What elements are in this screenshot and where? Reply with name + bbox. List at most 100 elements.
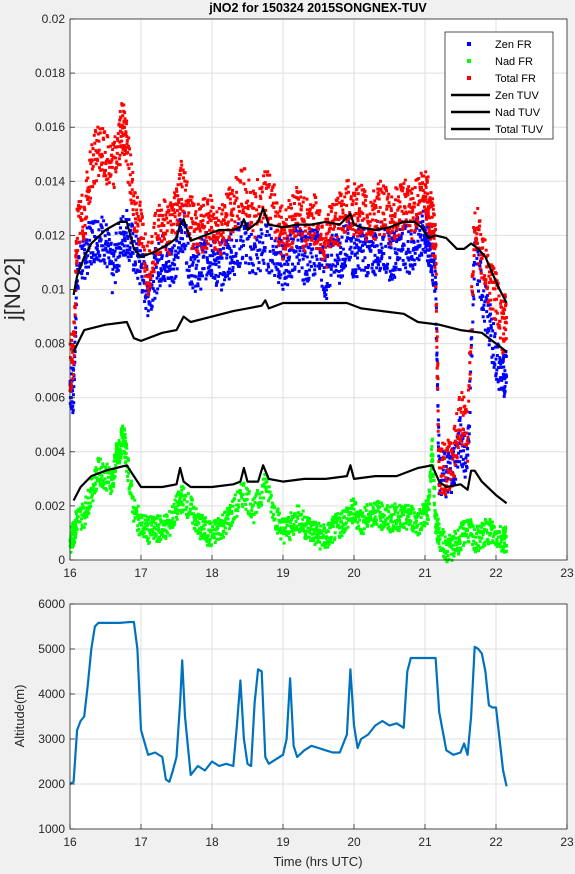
- nad-fr-point: [404, 503, 408, 507]
- nad-fr-point: [277, 513, 281, 517]
- nad-fr-point: [474, 542, 478, 546]
- nad-fr-point: [95, 468, 99, 472]
- zen-fr-point: [110, 260, 114, 264]
- nad-fr-point: [195, 521, 199, 525]
- zen-fr-point: [173, 276, 177, 280]
- zen-fr-point: [222, 251, 226, 255]
- total-fr-point: [81, 232, 85, 236]
- total-fr-point: [206, 242, 210, 246]
- nad-fr-point: [74, 534, 78, 538]
- nad-fr-point: [338, 516, 342, 520]
- nad-fr-point: [86, 496, 90, 500]
- nad-fr-point: [70, 537, 74, 541]
- total-fr-point: [143, 274, 147, 278]
- total-fr-point: [228, 197, 232, 201]
- nad-fr-point: [445, 543, 449, 547]
- zen-fr-point: [383, 228, 387, 232]
- nad-fr-point: [351, 512, 355, 516]
- zen-fr-point: [90, 230, 94, 234]
- zen-fr-point: [71, 393, 75, 397]
- nad-fr-point: [300, 512, 304, 516]
- total-fr-point: [445, 447, 449, 451]
- nad-fr-point: [91, 488, 95, 492]
- zen-fr-point: [391, 239, 395, 243]
- nad-fr-point: [376, 509, 380, 513]
- total-fr-point: [125, 139, 129, 143]
- nad-fr-point: [235, 503, 239, 507]
- zen-fr-point: [101, 248, 105, 252]
- total-fr-point: [94, 130, 98, 134]
- total-fr-point: [351, 199, 355, 203]
- total-fr-point: [304, 229, 308, 233]
- zen-fr-point: [401, 247, 405, 251]
- zen-fr-point: [457, 431, 461, 435]
- zen-fr-point: [430, 265, 434, 269]
- nad-fr-point: [224, 532, 228, 536]
- total-fr-point: [410, 237, 414, 241]
- nad-fr-point: [106, 475, 110, 479]
- total-fr-point: [182, 210, 186, 214]
- zen-fr-point: [251, 270, 255, 274]
- zen-fr-point: [140, 263, 144, 267]
- total-fr-point: [198, 229, 202, 233]
- total-fr-point: [462, 395, 466, 399]
- total-fr-point: [108, 165, 112, 169]
- total-fr-point: [407, 210, 411, 214]
- total-fr-point: [223, 205, 227, 209]
- total-fr-point: [289, 206, 293, 210]
- zen-fr-point: [77, 256, 81, 260]
- zen-fr-point: [277, 281, 281, 285]
- nad-fr-point: [118, 452, 122, 456]
- zen-fr-point: [130, 222, 134, 226]
- nad-fr-point: [131, 495, 135, 499]
- nad-fr-point: [240, 502, 244, 506]
- nad-fr-point: [120, 452, 124, 456]
- zen-fr-point: [131, 251, 135, 255]
- nad-fr-point: [193, 527, 197, 531]
- nad-fr-point: [198, 517, 202, 521]
- nad-fr-point: [335, 518, 339, 522]
- total-fr-point: [497, 324, 501, 328]
- zen-fr-point: [239, 235, 243, 239]
- zen-fr-point: [203, 239, 207, 243]
- zen-fr-point: [187, 275, 191, 279]
- total-fr-point: [241, 208, 245, 212]
- total-fr-point: [81, 225, 85, 229]
- total-fr-point: [104, 174, 108, 178]
- zen-fr-point: [279, 273, 283, 277]
- total-fr-point: [209, 225, 213, 229]
- nad-fr-point: [437, 542, 441, 546]
- zen-fr-point: [318, 266, 322, 270]
- zen-fr-point: [423, 228, 427, 232]
- zen-fr-point: [182, 244, 186, 248]
- total-fr-point: [131, 177, 135, 181]
- total-fr-point: [483, 238, 487, 242]
- total-fr-point: [348, 211, 352, 215]
- total-fr-point: [401, 186, 405, 190]
- zen-fr-point: [249, 232, 253, 236]
- nad-fr-point: [251, 498, 255, 502]
- nad-fr-point: [143, 522, 147, 526]
- total-fr-point: [84, 231, 88, 235]
- total-fr-point: [107, 159, 111, 163]
- nad-fr-point: [349, 511, 353, 515]
- nad-fr-point: [374, 518, 378, 522]
- total-fr-point: [407, 185, 411, 189]
- total-fr-point: [157, 224, 161, 228]
- total-fr-point: [114, 170, 118, 174]
- zen-fr-point: [122, 233, 126, 237]
- zen-fr-point: [242, 243, 246, 247]
- zen-fr-point: [213, 276, 217, 280]
- zen-fr-point: [142, 281, 146, 285]
- nad-fr-point: [262, 482, 266, 486]
- total-fr-point: [217, 219, 221, 223]
- total-fr-point: [292, 202, 296, 206]
- nad-fr-point: [289, 518, 293, 522]
- nad-fr-point: [260, 490, 264, 494]
- nad-fr-point: [246, 510, 250, 514]
- total-fr-point: [151, 260, 155, 264]
- total-fr-point: [316, 239, 320, 243]
- total-fr-point: [101, 127, 105, 131]
- total-fr-point: [309, 233, 313, 237]
- total-fr-point: [212, 212, 216, 216]
